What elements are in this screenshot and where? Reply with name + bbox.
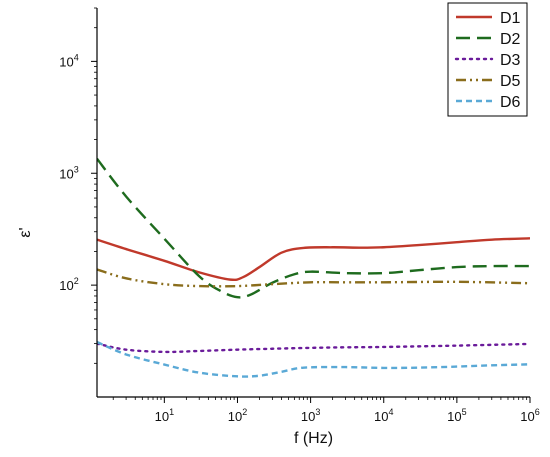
legend-label-d3: D3 [500,52,521,69]
legend-label-d6: D6 [500,94,521,111]
x-tick-label: 104 [374,407,393,424]
series-layer [97,157,530,378]
x-tick-label: 105 [447,407,466,424]
legend-box [447,2,528,117]
series-line-d6 [97,340,530,378]
series-line-d5 [97,268,530,288]
legend-label-d1: D1 [500,10,521,27]
x-axis-label: f (Hz) [294,430,333,447]
series-line-d1 [97,237,530,282]
x-tick-label: 101 [155,407,174,424]
ticks-layer: 101 102 103 104 105 106 102 103 104 [59,7,540,424]
x-tick-label: 102 [228,407,247,424]
legend-label-d2: D2 [500,31,521,48]
legend: D1 D2 D3 D5 D6 [447,2,528,117]
x-tick-label: 106 [520,407,539,424]
legend-label-d5: D5 [500,73,521,90]
series-line-d2 [97,157,530,299]
y-axis-label: ε' [17,227,34,237]
y-tick-label: 104 [59,52,78,69]
x-tick-label: 103 [301,407,320,424]
axes-layer [96,8,530,398]
series-line-d3 [97,342,530,354]
y-tick-label: 103 [59,164,78,181]
y-tick-label: 102 [59,276,78,293]
